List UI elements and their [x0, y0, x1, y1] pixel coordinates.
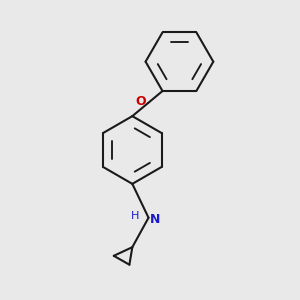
Text: H: H [131, 211, 140, 221]
Text: O: O [135, 95, 146, 108]
Text: N: N [150, 213, 160, 226]
